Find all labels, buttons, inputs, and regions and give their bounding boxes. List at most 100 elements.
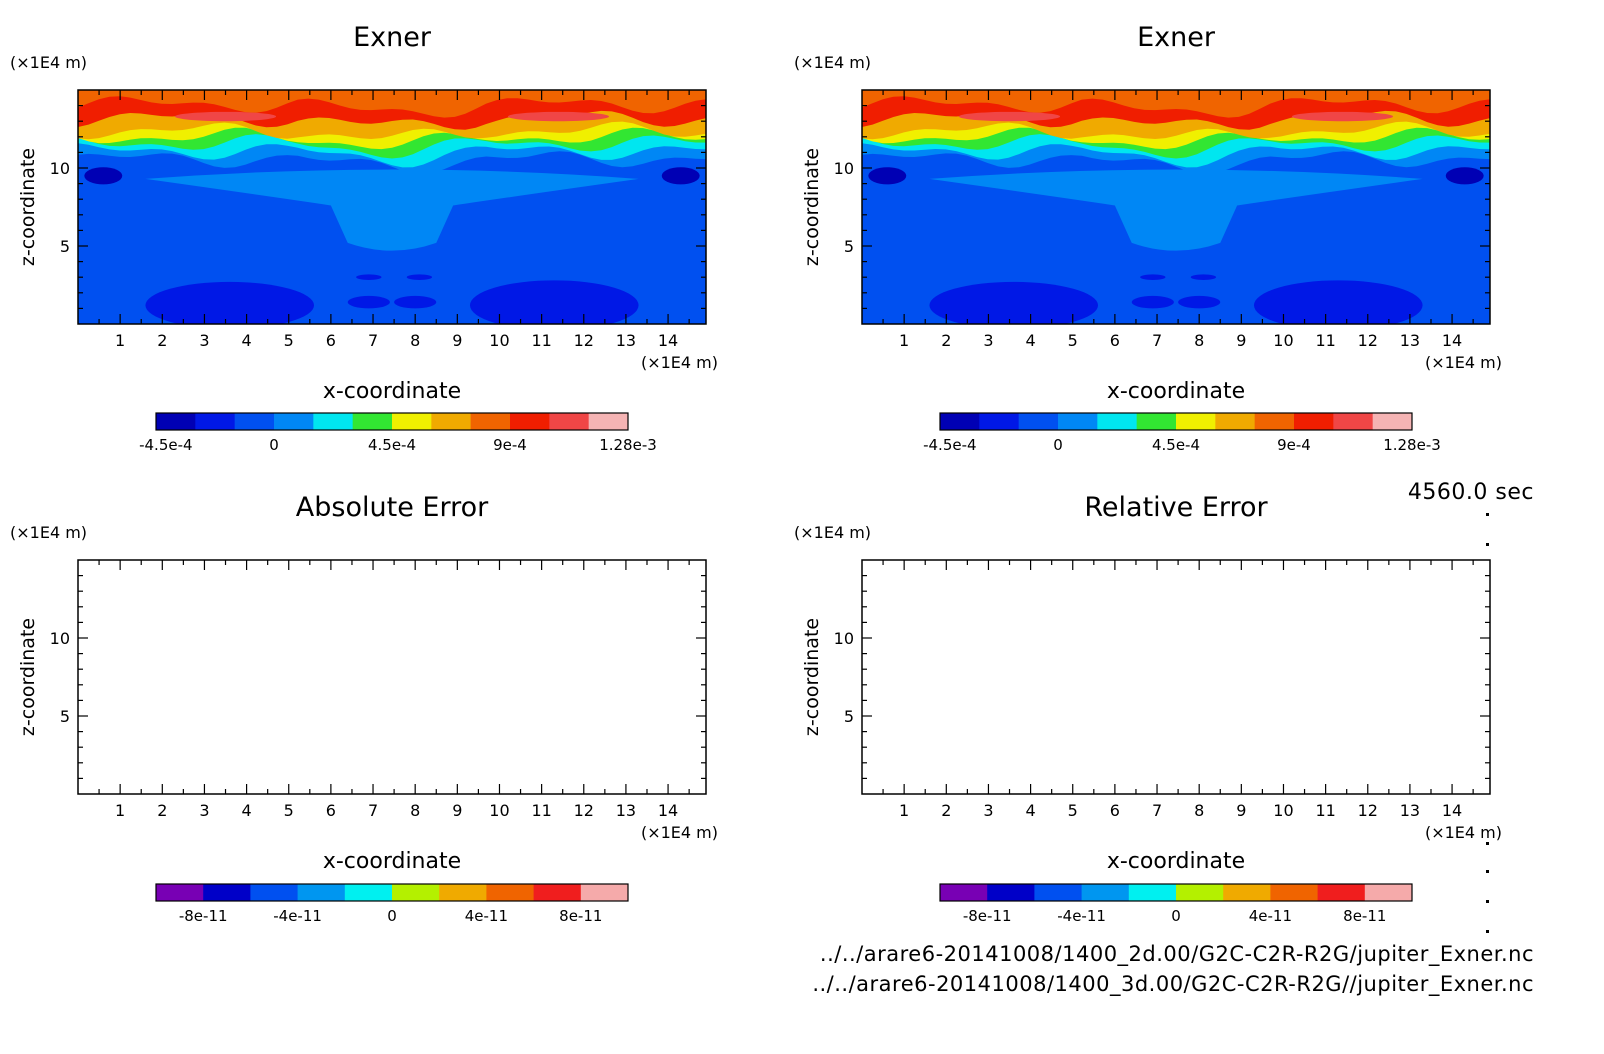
field-layer — [507, 111, 610, 122]
field-layer — [394, 295, 437, 309]
colorbar-swatch — [1081, 884, 1130, 901]
y-unit-label: (×1E4 m) — [10, 53, 87, 72]
colorbar-tick-label: 1.28e-3 — [1383, 436, 1441, 454]
x-tick-label: 9 — [1236, 801, 1246, 820]
x-axis-label: x-coordinate — [1107, 849, 1245, 874]
x-tick-label: 12 — [1358, 331, 1378, 350]
x-tick-label: 12 — [574, 801, 594, 820]
y-unit-label: (×1E4 m) — [794, 523, 871, 542]
x-tick-label: 9 — [1236, 331, 1246, 350]
marker-dot — [1486, 513, 1489, 516]
field-layer — [1445, 167, 1484, 185]
field-layer — [406, 274, 433, 281]
colorbar-swatch — [533, 884, 582, 901]
colorbar-tick-label: 8e-11 — [559, 907, 602, 925]
colorbar-swatch — [470, 413, 511, 430]
x-unit-label: (×1E4 m) — [1425, 823, 1502, 842]
colorbar-swatch — [979, 413, 1020, 430]
colorbar-swatch — [940, 413, 980, 430]
x-tick-label: 5 — [1068, 801, 1078, 820]
colorbar-tick-label: -8e-11 — [963, 907, 1012, 925]
x-tick-label: 12 — [574, 331, 594, 350]
x-tick-label: 7 — [368, 801, 378, 820]
colorbar-tick-label: 0 — [1171, 907, 1181, 925]
x-tick-label: 3 — [199, 801, 209, 820]
x-tick-label: 4 — [241, 331, 251, 350]
x-unit-label: (×1E4 m) — [1425, 353, 1502, 372]
x-tick-label: 14 — [1442, 801, 1462, 820]
field-layer — [1131, 295, 1174, 309]
x-axis-label: x-coordinate — [323, 379, 461, 404]
x-tick-label: 10 — [1273, 801, 1293, 820]
plot-frame — [861, 559, 1491, 795]
y-tick-label: 5 — [60, 707, 70, 726]
x-tick-label: 8 — [410, 801, 420, 820]
colorbar-tick-label: 4e-11 — [465, 907, 508, 925]
colorbar-swatch — [1034, 884, 1083, 901]
y-tick-label: 5 — [844, 707, 854, 726]
field-layer — [1140, 274, 1166, 281]
colorbar-tick-label: -4.5e-4 — [139, 436, 192, 454]
colorbar-swatch — [1294, 413, 1334, 430]
field-layer — [929, 281, 1099, 324]
x-tick-label: 11 — [531, 331, 551, 350]
y-tick-label: 5 — [844, 237, 854, 256]
panel-2: Exner (×1E4 m) (×1E4 m) x-coordinate z-coord… — [794, 22, 1502, 454]
x-tick-label: 2 — [941, 801, 951, 820]
field-layer — [84, 167, 123, 185]
colorbar-swatch — [987, 884, 1035, 901]
x-tick-label: 13 — [1400, 331, 1420, 350]
field-layer — [929, 169, 1423, 251]
x-tick-label: 5 — [284, 801, 294, 820]
chart-title: Absolute Error — [296, 492, 489, 523]
colorbar-frame — [155, 883, 629, 902]
x-tick-label: 8 — [1194, 801, 1204, 820]
x-tick-label: 2 — [157, 331, 167, 350]
x-tick-label: 4 — [1025, 331, 1035, 350]
colorbar-swatch — [1215, 413, 1256, 430]
colorbar-tick-label: 4.5e-4 — [368, 436, 416, 454]
x-tick-label: 6 — [326, 331, 336, 350]
x-axis-label: x-coordinate — [1107, 379, 1245, 404]
colorbar-tick-label: -4e-11 — [273, 907, 322, 925]
colorbar-swatch — [580, 884, 629, 901]
chart-title: Relative Error — [1084, 492, 1268, 523]
colorbar-swatch — [1176, 413, 1216, 430]
x-unit-label: (×1E4 m) — [641, 353, 718, 372]
y-axis-label: z-coordinate — [17, 618, 39, 736]
x-tick-label: 13 — [616, 331, 636, 350]
colorbar-swatch — [486, 884, 535, 901]
colorbar-swatch — [392, 413, 432, 430]
colorbar-swatch — [392, 884, 440, 901]
colorbar-tick-label: -4e-11 — [1057, 907, 1106, 925]
plot-frame — [77, 89, 707, 325]
colorbar-swatch — [1254, 413, 1295, 430]
colorbar-swatch — [1058, 413, 1098, 430]
field-layer — [1178, 295, 1221, 309]
x-tick-label: 9 — [452, 331, 462, 350]
colorbar-swatch — [431, 413, 472, 430]
y-axis-label: z-coordinate — [801, 618, 823, 736]
x-tick-label: 6 — [1110, 801, 1120, 820]
marker-dot — [1486, 842, 1489, 845]
x-tick-label: 3 — [199, 331, 209, 350]
colorbar-swatch — [1333, 413, 1374, 430]
x-tick-label: 11 — [1315, 331, 1335, 350]
field-layer — [347, 295, 390, 309]
colorbar-swatch — [250, 884, 299, 901]
y-tick-label: 10 — [50, 629, 70, 648]
x-tick-label: 2 — [941, 331, 951, 350]
x-tick-label: 8 — [410, 331, 420, 350]
colorbar-tick-label: 0 — [1053, 436, 1063, 454]
colorbar-swatch — [1176, 884, 1224, 901]
field — [78, 90, 706, 324]
y-unit-label: (×1E4 m) — [10, 523, 87, 542]
marker-dot — [1486, 543, 1489, 546]
colorbar-frame — [155, 412, 629, 431]
x-tick-label: 13 — [616, 801, 636, 820]
x-tick-label: 13 — [1400, 801, 1420, 820]
colorbar-swatch — [1097, 413, 1138, 430]
field-layer — [78, 90, 706, 118]
colorbar-swatch — [510, 413, 550, 430]
